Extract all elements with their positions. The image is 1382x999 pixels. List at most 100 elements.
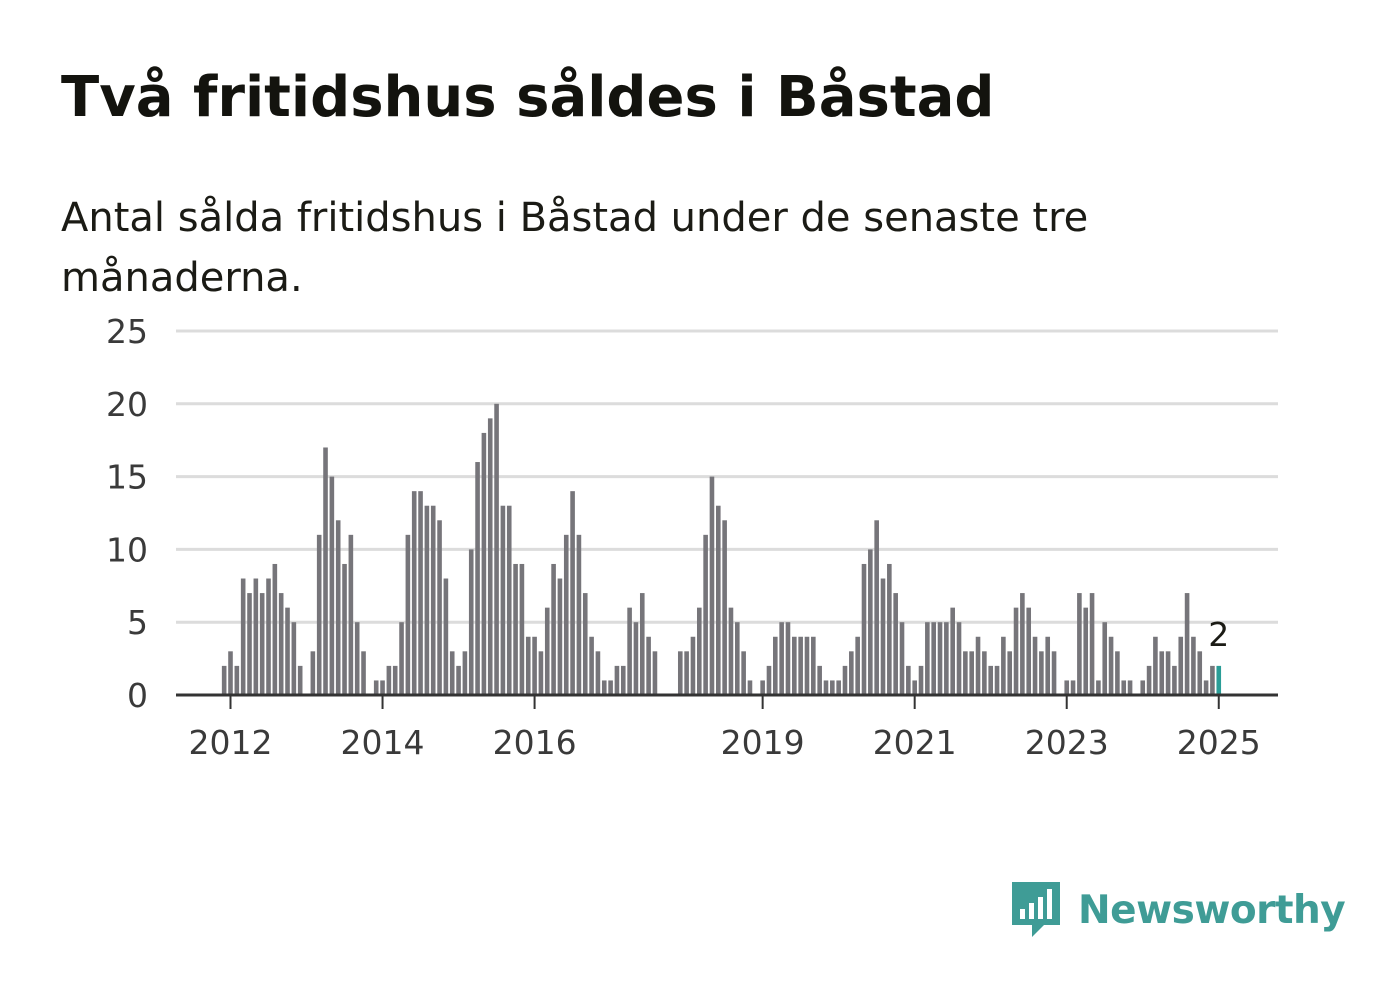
bar [247,593,252,695]
bar [342,563,347,695]
bar [1070,680,1076,695]
bar [1146,665,1152,695]
bar [931,622,936,695]
bar [950,607,955,695]
y-tick-label: 15 [106,458,148,497]
bar [912,680,917,695]
x-tick-label: 2016 [493,723,577,762]
bar [519,563,525,695]
bar [544,607,550,695]
bar [969,651,974,695]
bar [620,665,626,695]
bar [475,462,480,695]
bar [1121,680,1127,695]
bar [380,680,385,695]
bar [532,636,537,695]
bar [735,622,740,695]
bar [855,636,860,695]
bar [1159,651,1165,695]
bar [963,651,968,695]
bar [982,651,987,695]
bar [861,563,867,695]
bar [399,622,404,695]
bar [582,593,588,695]
y-tick-label: 0 [127,676,148,715]
gridlines [176,329,1278,624]
bar [798,636,803,695]
bar [747,680,753,695]
bar [266,578,271,695]
bar [715,505,721,695]
bar [335,520,341,695]
bar [405,534,411,695]
bar [830,680,835,695]
bar [525,636,531,695]
last-value-label: 2 [1208,615,1229,654]
y-tick-label: 10 [106,530,148,569]
x-tick-label: 2021 [873,723,957,762]
bar [291,622,297,695]
bar [1108,636,1114,695]
bar [874,520,879,695]
bar [551,563,556,695]
bar [652,651,658,695]
bar [411,491,417,695]
y-tick-label: 5 [127,603,148,642]
bar [462,651,468,695]
bar [1026,607,1032,695]
x-tick-label: 2019 [721,723,805,762]
bar [576,534,582,695]
bar [595,651,601,695]
y-tick-label: 25 [106,312,148,351]
bar [443,578,449,695]
bar-highlight [1216,665,1222,695]
bar [696,607,702,695]
bar [437,520,442,695]
bar [1064,680,1070,695]
bar [1197,651,1203,695]
bar [589,636,594,695]
bar [253,578,259,695]
bar [646,636,651,695]
bar [1020,593,1025,695]
bar [1140,680,1146,695]
bar [817,665,822,695]
bar [354,622,360,695]
bar [1051,651,1057,695]
bar [1153,636,1158,695]
bar-series [221,403,1222,695]
bar [792,636,797,695]
bar [316,534,322,695]
bar [1203,680,1209,695]
bar [918,665,924,695]
bar [494,403,499,695]
bar [601,680,607,695]
newsworthy-logo-icon [1012,882,1060,937]
x-axis: 2012 2014 2016 2019 2021 2023 2025 [176,693,1278,762]
bar [836,680,841,695]
bar [513,563,518,695]
x-tick-label: 2023 [1025,723,1109,762]
bar [880,578,886,695]
bar [272,563,278,695]
bar [1001,636,1006,695]
annotations: 2 [1208,615,1229,654]
brand-name: Newsworthy [1078,887,1346,933]
bar [430,505,436,695]
bar [709,476,715,695]
bar [481,432,487,695]
bar [1191,636,1196,695]
bar [975,636,981,695]
x-tick-label: 2025 [1177,723,1261,762]
bar [278,593,284,695]
bar [563,534,569,695]
bar [887,563,892,695]
bar [1127,680,1133,695]
bar [728,607,734,695]
bar [741,651,746,695]
bar [842,665,848,695]
y-tick-label: 20 [106,385,148,424]
bar [221,665,227,695]
bar [773,636,778,695]
